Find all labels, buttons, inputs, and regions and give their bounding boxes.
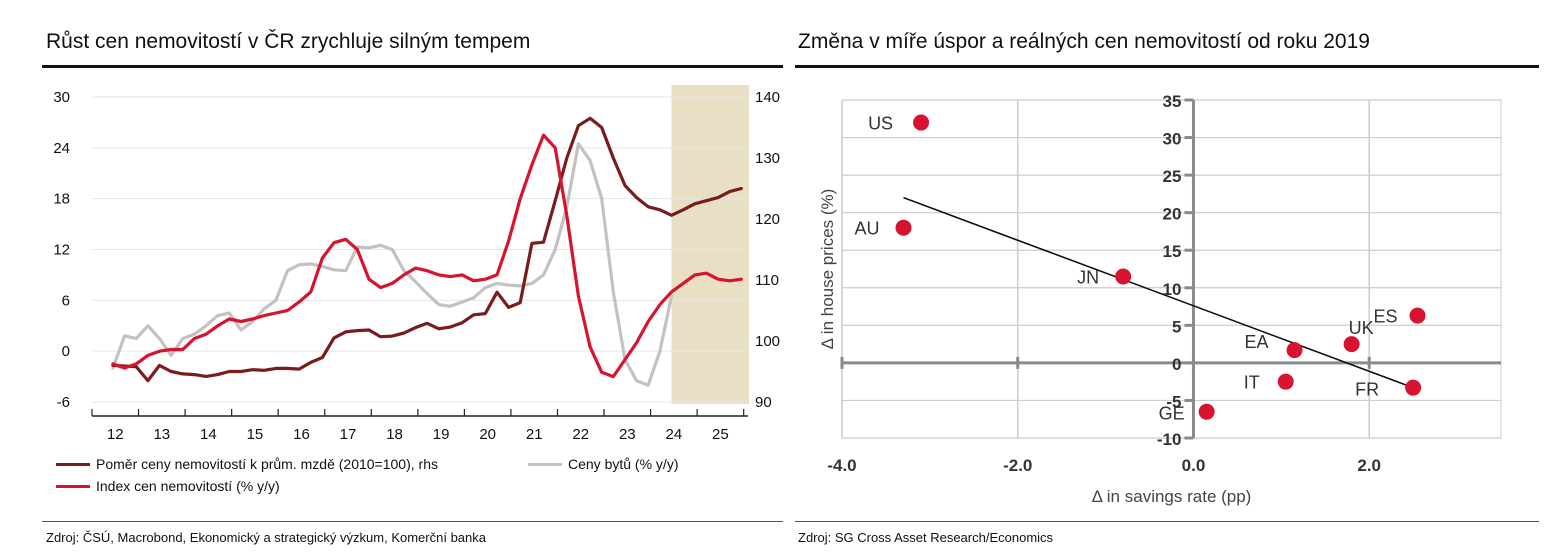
- scatter-point-ge: [1198, 403, 1215, 420]
- scatter-point-uk: [1343, 336, 1360, 353]
- legend-item-ratio: Poměr ceny nemovitostí k prům. mzdě (201…: [56, 456, 438, 472]
- y-right-tick-label: 110: [755, 272, 779, 289]
- x-tick-label: 16: [293, 426, 310, 443]
- series-line-ratio: [111, 116, 743, 383]
- y-tick-label: 35: [1163, 92, 1182, 111]
- plot-frame: [841, 99, 1502, 439]
- x-tick-label: 21: [526, 426, 543, 443]
- legend-swatch-index: [56, 484, 90, 488]
- point-label-ge: GE: [1159, 404, 1185, 424]
- point-label-ea: EA: [1244, 332, 1268, 352]
- left-chart-title: Růst cen nemovitostí v ČR zrychluje siln…: [46, 30, 531, 53]
- x-tick-label: 23: [619, 426, 636, 443]
- point-label-es: ES: [1374, 307, 1398, 327]
- scatter-point-au: [895, 219, 912, 236]
- point-label-fr: FR: [1355, 380, 1379, 400]
- left-source: Zdroj: ČSÚ, Macrobond, Ekonomický a stra…: [46, 530, 486, 545]
- y-right-tick-label: 130: [755, 150, 780, 167]
- x-tick-label: -2.0: [1003, 456, 1032, 475]
- y-tick-label: 30: [1163, 130, 1182, 149]
- left-line-chart: 12 13 14 15 16 17 18 19 20 21 22 23 24 25 -6 0 6 12 18 24 30…: [53, 85, 780, 443]
- right-title-rule: [795, 65, 1539, 68]
- y-tick-label: -10: [1157, 430, 1182, 449]
- y-tick-label: -5: [1166, 392, 1181, 411]
- y-right-tick-label: 90: [755, 394, 772, 411]
- x-tick-label: -4.0: [827, 456, 856, 475]
- legend-item-index: Index cen nemovitostí (% y/y): [56, 478, 280, 494]
- trend-line: [903, 196, 1414, 389]
- y-right-tick-label: 120: [755, 211, 780, 228]
- series-line-index: [111, 133, 743, 379]
- y-tick-label: 0: [1172, 355, 1181, 374]
- x-tick-label: 19: [433, 426, 450, 443]
- y-tick-label: 5: [1172, 317, 1181, 336]
- right-scatter-chart: -4.0 -2.0 0.0 2.0 35 30 25 20 15 10 5 0 -5 -10 Δ in sa…: [818, 92, 1502, 506]
- legend-label-ratio: Poměr ceny nemovitostí k prům. mzdě (201…: [96, 456, 438, 472]
- y-right-tick-label: 100: [755, 333, 780, 350]
- x-tick-label: 0.0: [1182, 456, 1206, 475]
- y-left-tick-label: 24: [53, 140, 70, 157]
- scatter-point-us: [913, 114, 930, 131]
- y-left-tick-label: 30: [53, 89, 70, 106]
- left-source-rule: [42, 521, 783, 522]
- x-tick-label: 17: [340, 426, 357, 443]
- point-label-au: AU: [854, 219, 879, 239]
- y-left-tick-label: 6: [62, 292, 70, 309]
- legend-swatch-ratio: [56, 462, 90, 466]
- x-tick-label: 25: [712, 426, 729, 443]
- right-chart-title: Změna v míře úspor a reálných cen nemovi…: [798, 30, 1370, 53]
- point-label-jn: JN: [1077, 268, 1099, 288]
- y-left-tick-label: -6: [57, 394, 70, 411]
- scatter-point-es: [1409, 307, 1426, 324]
- x-tick-label: 12: [107, 426, 124, 443]
- right-source: Zdroj: SG Cross Asset Research/Economics: [798, 530, 1054, 545]
- point-label-us: US: [868, 114, 893, 134]
- y-axis-title: Δ in house prices (%): [818, 189, 837, 350]
- x-tick-label: 18: [386, 426, 403, 443]
- x-tick-label: 15: [247, 426, 264, 443]
- legend-label-flats: Ceny bytů (% y/y): [568, 456, 679, 472]
- point-label-uk: UK: [1349, 318, 1374, 338]
- x-tick-label: 20: [479, 426, 496, 443]
- right-source-rule: [795, 521, 1539, 522]
- forecast-band: [671, 85, 749, 404]
- scatter-point-fr: [1405, 379, 1422, 396]
- y-tick-label: 20: [1163, 205, 1182, 224]
- scatter-point-it: [1277, 373, 1294, 390]
- y-tick-label: 25: [1163, 167, 1182, 186]
- legend-item-flats: Ceny bytů (% y/y): [528, 456, 678, 472]
- x-tick-label: 2.0: [1357, 456, 1381, 475]
- left-title-rule: [42, 65, 783, 68]
- x-tick-label: 22: [572, 426, 589, 443]
- point-label-it: IT: [1244, 373, 1260, 393]
- x-tick-label: 14: [200, 426, 217, 443]
- x-axis-title: Δ in savings rate (pp): [1092, 487, 1252, 506]
- y-tick-label: 15: [1163, 242, 1182, 261]
- scatter-point-ea: [1286, 342, 1303, 359]
- series-line-flats: [111, 142, 674, 387]
- legend-label-index: Index cen nemovitostí (% y/y): [96, 478, 280, 494]
- y-tick-label: 10: [1163, 280, 1182, 299]
- y-right-tick-label: 140: [755, 89, 780, 106]
- x-tick-label: 13: [153, 426, 170, 443]
- y-left-tick-label: 12: [53, 242, 70, 259]
- legend-swatch-flats: [528, 462, 562, 466]
- x-tick-label: 24: [666, 426, 683, 443]
- y-left-tick-label: 18: [53, 191, 70, 208]
- scatter-point-jn: [1115, 268, 1132, 285]
- y-left-tick-label: 0: [62, 343, 70, 360]
